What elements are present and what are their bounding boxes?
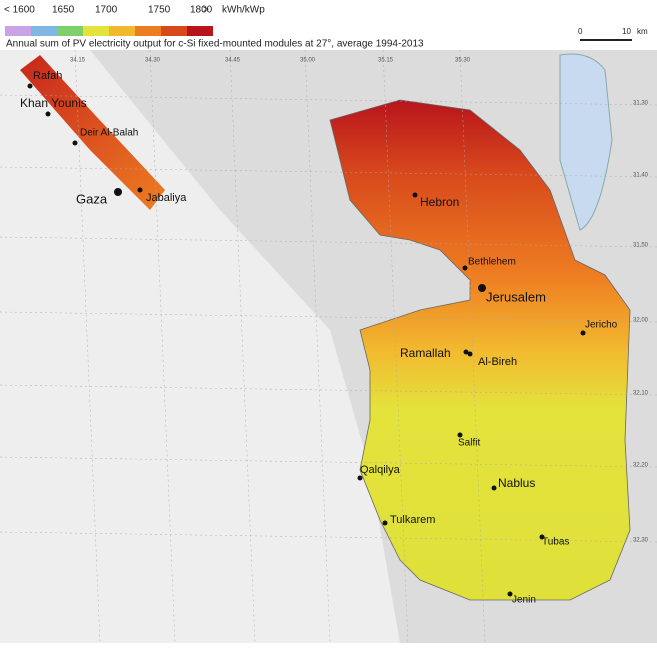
legend-swatch [161, 26, 187, 36]
legend-swatch [83, 26, 109, 36]
city-marker [467, 351, 473, 357]
city-marker [457, 432, 463, 438]
legend-swatch [57, 26, 83, 36]
city-label: Qalqilya [360, 464, 401, 476]
city-marker [27, 83, 33, 89]
legend-swatch [109, 26, 135, 36]
legend-label: 1700 [95, 5, 118, 16]
legend-label: < 1600 [4, 5, 35, 16]
map-title: Annual sum of PV electricity output for … [6, 39, 424, 50]
city-marker [491, 485, 497, 491]
city-label: Jerusalem [486, 289, 546, 304]
graticule-label: 32.00 [633, 318, 649, 324]
graticule-label: 32.30 [633, 538, 649, 544]
west-bank [329, 99, 631, 601]
legend-swatch [5, 26, 31, 36]
city-label: Al-Bireh [478, 356, 517, 368]
city-marker [137, 187, 143, 193]
graticule-label: 31.40 [633, 173, 649, 179]
city-label: Hebron [420, 195, 459, 209]
city-label: Jabaliya [146, 192, 187, 204]
scale-label: 0 [578, 27, 583, 36]
city-label: Rafah [33, 70, 62, 82]
graticule-label: 35.30 [455, 58, 471, 64]
graticule-line [149, 49, 176, 644]
city-marker [539, 534, 545, 540]
city-label: Jericho [585, 320, 618, 331]
city-marker [114, 188, 122, 196]
graticule-label: 34.30 [145, 58, 161, 64]
graticule-label: 31.50 [633, 243, 649, 249]
scale-label: 10 [622, 27, 631, 36]
legend-unit: kWh/kWp [222, 5, 265, 16]
city-marker [462, 265, 468, 271]
legend-label: 1800 [190, 5, 213, 16]
graticule-label: 32.10 [633, 391, 649, 397]
city-marker [507, 591, 513, 597]
city-label: Tulkarem [390, 514, 435, 526]
city-label: Ramallah [400, 346, 451, 360]
city-label: Jenin [512, 595, 536, 606]
city-marker [382, 520, 388, 526]
graticule-line [74, 49, 101, 644]
graticule-line [382, 49, 409, 644]
legend-swatch [31, 26, 57, 36]
graticule-line [459, 49, 486, 644]
graticule-line [304, 49, 331, 644]
legend-label: 1650 [52, 5, 75, 16]
legend-swatch [135, 26, 161, 36]
legend-label: > [203, 5, 209, 16]
city-marker [412, 192, 418, 198]
city-label: Nablus [498, 476, 535, 490]
city-label: Bethlehem [468, 257, 516, 268]
city-marker [45, 111, 51, 117]
city-label: Tubas [542, 537, 569, 548]
city-marker [463, 349, 469, 355]
graticule-label: 34.45 [225, 58, 241, 64]
legend-swatch [187, 26, 213, 36]
graticule-label: 34.15 [70, 58, 86, 64]
sea-area [0, 50, 400, 643]
city-label: Salfit [458, 438, 480, 449]
city-label: Khan Younis [20, 96, 87, 110]
graticule-line [229, 49, 256, 644]
city-marker [580, 330, 586, 336]
scale-label: km [637, 27, 648, 36]
city-marker [478, 284, 486, 292]
graticule-label: 35.00 [300, 58, 316, 64]
graticule-label: 31.30 [633, 101, 649, 107]
dead-sea [559, 53, 613, 231]
city-marker [72, 140, 78, 146]
legend-label: 1750 [148, 5, 171, 16]
gaza-strip [20, 55, 165, 210]
city-label: Deir Al-Balah [80, 128, 138, 139]
city-marker [357, 475, 363, 481]
graticule-label: 35.15 [378, 58, 394, 64]
graticule-label: 32.20 [633, 463, 649, 469]
city-label: Gaza [76, 191, 108, 206]
